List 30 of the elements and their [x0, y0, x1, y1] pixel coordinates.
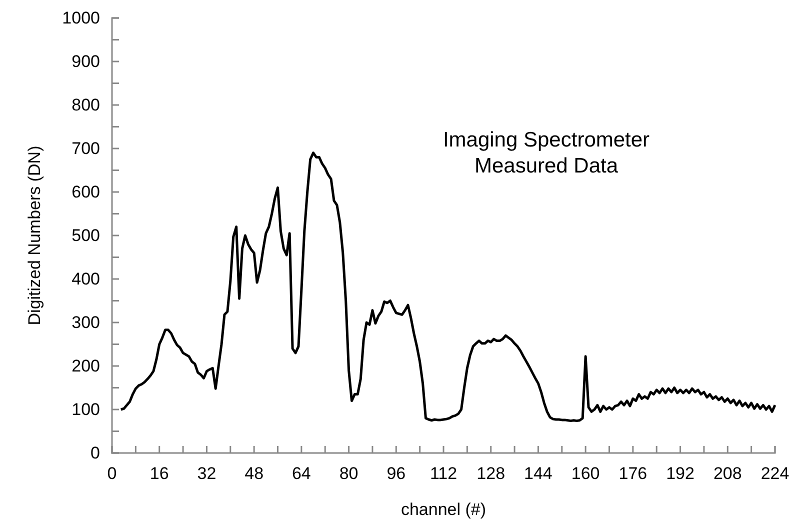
x-tick-label: 48	[244, 464, 264, 484]
y-tick-label: 500	[72, 226, 100, 245]
line-series	[120, 152, 776, 422]
x-tick-label: 208	[713, 464, 742, 484]
x-tick-label: 176	[618, 464, 648, 484]
x-axis-title: channel (#)	[400, 500, 486, 519]
x-tick-label: 64	[292, 464, 311, 484]
y-tick-label: 1000	[62, 8, 100, 28]
x-tick-label: 144	[524, 464, 552, 484]
x-tick-label: 80	[339, 464, 358, 484]
y-tick-label: 700	[72, 138, 100, 158]
x-tick-label: 0	[107, 464, 117, 484]
x-tick-label: 128	[476, 464, 506, 484]
y-tick-label: 200	[72, 356, 100, 376]
y-axis-title: Digitized Numbers (DN)	[25, 146, 44, 326]
x-tick-label: 160	[571, 464, 600, 484]
x-tick-label: 16	[150, 464, 169, 484]
y-tick-label: 300	[72, 312, 100, 332]
y-tick-label: 600	[72, 182, 100, 202]
x-tick-label: 112	[430, 464, 458, 484]
y-tick-label: 100	[72, 400, 100, 419]
x-tick-label: 224	[760, 464, 790, 484]
x-tick-label: 192	[666, 464, 694, 484]
y-tick-label: 400	[72, 269, 100, 288]
x-tick-label: 32	[197, 464, 216, 484]
y-tick-label: 0	[90, 443, 100, 462]
annotation: Imaging Spectrometer Measured Data	[442, 128, 650, 178]
x-tick-label: 96	[386, 464, 406, 484]
y-tick-label: 800	[72, 95, 100, 114]
y-tick-label: 900	[72, 52, 100, 71]
